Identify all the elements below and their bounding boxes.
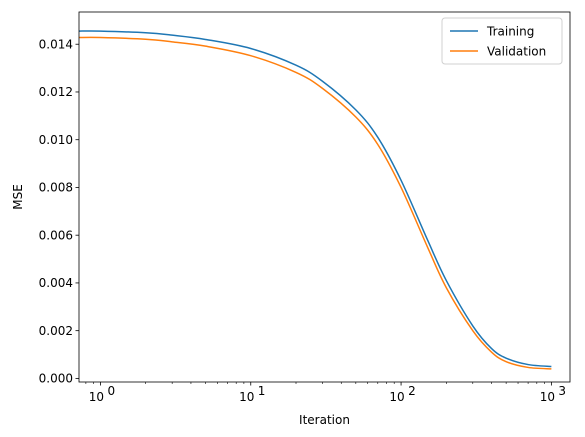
series-line-training	[79, 30, 552, 368]
x-tick-exponent: 2	[408, 384, 416, 398]
y-tick-label: 0.010	[39, 133, 73, 147]
y-tick-label: 0.000	[39, 372, 73, 386]
legend-label-validation: Validation	[487, 44, 546, 58]
y-tick-label: 0.004	[39, 276, 73, 290]
x-tick-label: 10	[389, 390, 404, 404]
legend: Training Validation	[441, 17, 563, 65]
x-axis: 10 0 10 1 10 2 10 3	[85, 382, 566, 404]
x-axis-label: Iteration	[299, 413, 350, 427]
legend-label-training: Training	[486, 24, 534, 38]
x-tick-exponent: 3	[558, 384, 566, 398]
x-tick-exponent: 0	[107, 384, 115, 398]
y-tick-label: 0.012	[39, 85, 73, 99]
y-tick-label: 0.006	[39, 228, 73, 242]
y-tick-label: 0.008	[39, 181, 73, 195]
x-tick-label: 10	[89, 390, 104, 404]
y-tick-label: 0.002	[39, 324, 73, 338]
x-tick-label: 10	[540, 390, 555, 404]
series-group	[79, 30, 552, 370]
y-tick-label: 0.014	[39, 37, 73, 51]
series-line-validation	[79, 36, 552, 370]
y-axis: 0.000 0.002 0.004 0.006 0.008 0.010 0.012 0.014	[39, 37, 79, 386]
x-tick-exponent: 1	[258, 384, 266, 398]
plot-frame	[78, 11, 571, 383]
x-tick-label: 10	[239, 390, 254, 404]
y-axis-label: MSE	[11, 184, 25, 210]
legend-box	[441, 17, 563, 65]
